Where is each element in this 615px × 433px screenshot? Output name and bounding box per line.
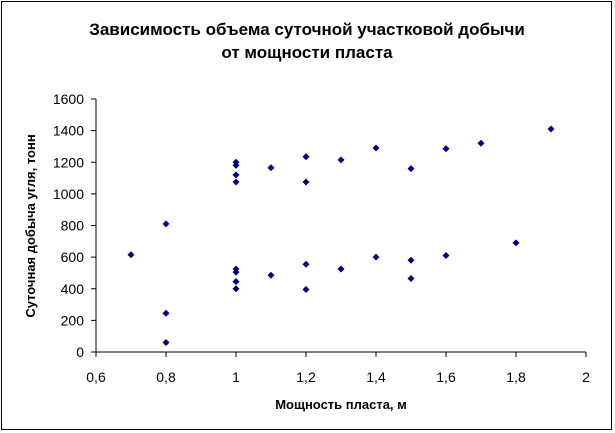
data-point xyxy=(407,165,415,173)
data-point xyxy=(337,265,345,273)
data-point xyxy=(477,139,485,147)
data-point xyxy=(162,339,170,347)
x-axis-title: Мощность пласта, м xyxy=(275,397,407,412)
x-tick-label: 0,8 xyxy=(156,369,176,385)
y-tick-label: 1600 xyxy=(53,91,84,107)
data-points xyxy=(127,125,555,347)
chart-title-line-1: Зависимость объема суточной участковой д… xyxy=(89,20,525,39)
data-point xyxy=(302,286,310,294)
x-tick-label: 1,8 xyxy=(506,369,526,385)
data-point xyxy=(232,268,240,276)
data-point xyxy=(267,271,275,279)
x-tick-label: 1,6 xyxy=(436,369,456,385)
data-point xyxy=(442,145,450,153)
chart-title-line-2: от мощности пласта xyxy=(221,43,393,62)
data-point xyxy=(407,256,415,264)
y-tick-label: 1000 xyxy=(53,186,84,202)
y-axis-title: Суточная добыча угля, тонн xyxy=(23,134,38,317)
data-point xyxy=(337,156,345,164)
y-axis-ticks: 0 200 400 600 800 1000 1200 1400 1600 xyxy=(53,91,96,360)
data-point xyxy=(512,239,520,247)
data-point xyxy=(547,125,555,133)
y-tick-label: 800 xyxy=(61,218,85,234)
y-tick-label: 600 xyxy=(61,249,85,265)
data-point xyxy=(302,178,310,186)
data-point xyxy=(302,260,310,268)
data-point xyxy=(407,274,415,282)
data-point xyxy=(442,252,450,260)
data-point xyxy=(232,285,240,293)
x-axis-ticks: 0,6 0,8 1 1,2 1,4 1,6 1,8 2 xyxy=(86,352,590,385)
x-tick-label: 1,2 xyxy=(296,369,316,385)
x-tick-label: 2 xyxy=(582,369,590,385)
x-tick-label: 1,4 xyxy=(366,369,386,385)
data-point xyxy=(232,278,240,286)
data-point xyxy=(372,144,380,152)
y-tick-label: 400 xyxy=(61,281,85,297)
data-point xyxy=(302,153,310,161)
x-tick-label: 1 xyxy=(232,369,240,385)
data-point xyxy=(162,220,170,228)
data-point xyxy=(232,161,240,169)
y-tick-label: 0 xyxy=(76,344,84,360)
data-point xyxy=(232,178,240,186)
x-tick-label: 0,6 xyxy=(86,369,106,385)
y-tick-label: 200 xyxy=(61,312,85,328)
y-tick-label: 1400 xyxy=(53,123,84,139)
data-point xyxy=(162,309,170,317)
data-point xyxy=(127,251,135,259)
data-point xyxy=(267,164,275,172)
y-tick-label: 1200 xyxy=(53,154,84,170)
data-point xyxy=(372,253,380,261)
plot-area xyxy=(95,99,586,353)
data-point xyxy=(232,171,240,179)
